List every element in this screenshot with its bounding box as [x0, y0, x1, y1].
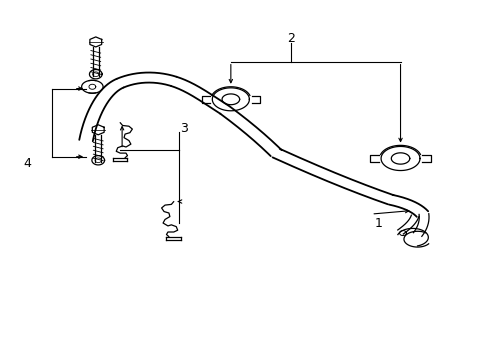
Text: 4: 4 — [23, 157, 31, 170]
Text: 3: 3 — [179, 122, 187, 135]
Text: 2: 2 — [286, 32, 294, 45]
Text: 1: 1 — [374, 216, 382, 230]
